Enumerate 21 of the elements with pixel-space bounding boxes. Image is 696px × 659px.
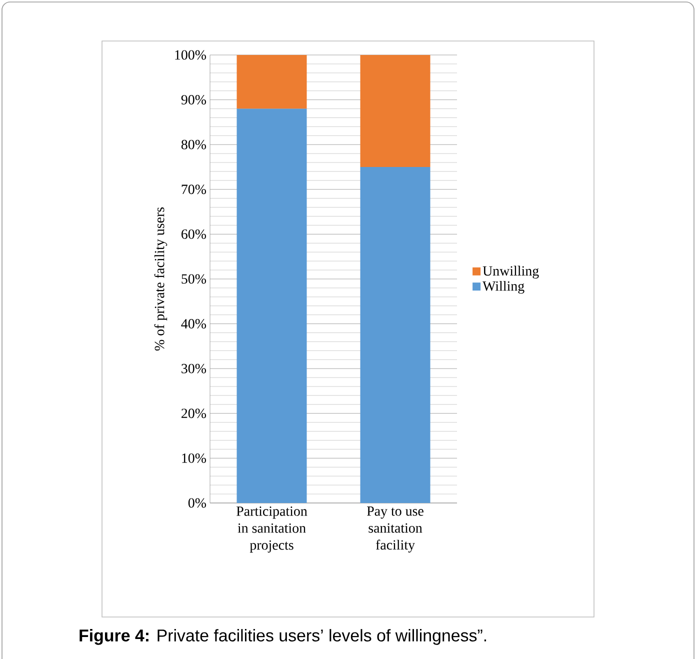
y-tick-label: 40% xyxy=(181,319,206,329)
y-tick-label: 90% xyxy=(181,95,206,105)
bar xyxy=(360,54,430,167)
y-tick-label: 30% xyxy=(182,364,206,374)
y-tick-label: 20% xyxy=(182,408,206,418)
y-axis-title: % of private facility users xyxy=(154,207,168,351)
y-tick-label: 60% xyxy=(182,229,206,239)
bar xyxy=(236,108,307,503)
legend-label: Unwilling xyxy=(482,266,539,279)
y-tick-label: 50% xyxy=(182,274,206,284)
x-tick-label: Pay to use sanitation facility xyxy=(366,506,424,553)
x-tick-label: Participation in sanitation projects xyxy=(236,506,308,553)
y-tick-label: 0% xyxy=(188,498,206,508)
bar xyxy=(236,54,307,109)
y-tick-label: 100% xyxy=(175,50,206,60)
y-tick-label: 70% xyxy=(182,184,206,194)
text: Figure 4: Private facilities users’ levels of willingness”. xyxy=(80,629,486,645)
y-tick-label: 80% xyxy=(181,140,206,150)
bar xyxy=(360,166,430,503)
y-tick-label: 10% xyxy=(182,453,206,463)
legend-label: Willing xyxy=(482,280,524,294)
